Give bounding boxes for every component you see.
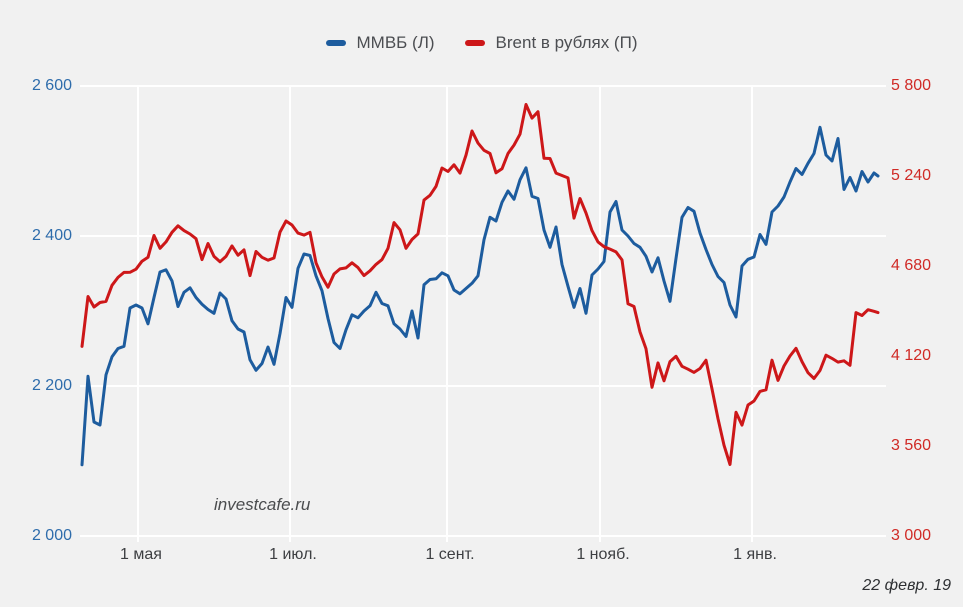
left-axis-tick-2400: 2 400 [31, 227, 72, 244]
left-axis-tick-2600: 2 600 [31, 77, 72, 94]
brent-line-swatch-icon [464, 40, 485, 46]
x-axis-tick-jan: 1 янв. [733, 546, 777, 563]
legend-label-brent: Brent в рублях (П) [495, 33, 638, 52]
mmvb-line-swatch-icon [325, 40, 346, 46]
mmvb-line-series [80, 125, 880, 467]
right-axis-tick-5240: 5 240 [891, 167, 932, 184]
right-axis-tick-4120: 4 120 [891, 347, 932, 364]
watermark: investcafe.ru [214, 495, 311, 514]
left-axis-tick-2000: 2 000 [31, 527, 72, 544]
date-note: 22 февр. 19 [862, 577, 951, 594]
legend: ММВБ (Л) Brent в рублях (П) [325, 33, 638, 53]
x-axis-tick-jul: 1 июл. [269, 546, 317, 563]
x-axis-tick-nov: 1 нояб. [576, 546, 630, 563]
right-axis-tick-3560: 3 560 [891, 437, 932, 454]
right-axis-tick-3000: 3 000 [891, 527, 932, 544]
legend-label-mmvb: ММВБ (Л) [356, 33, 435, 52]
right-axis-tick-4680: 4 680 [891, 257, 932, 274]
right-axis-tick-5800: 5 800 [891, 77, 932, 94]
left-axis-tick-2200: 2 200 [31, 377, 72, 394]
brent-line-series [80, 103, 880, 466]
legend-item-brent: Brent в рублях (П) [464, 33, 638, 53]
legend-item-mmvb: ММВБ (Л) [325, 33, 435, 53]
x-axis-tick-may: 1 мая [120, 546, 162, 563]
x-axis-tick-sep: 1 сент. [425, 546, 475, 563]
